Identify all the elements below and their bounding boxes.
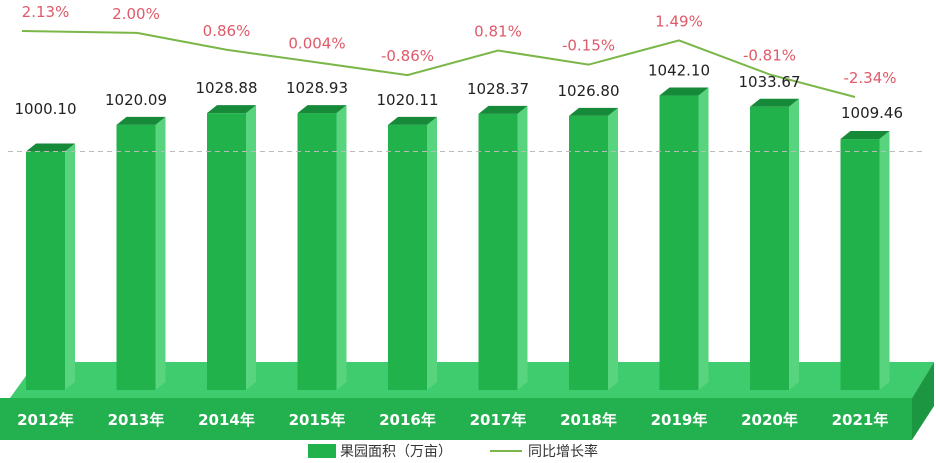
bar-front (388, 124, 427, 390)
bar-front (297, 113, 337, 391)
bar-front (840, 139, 880, 390)
bar-front (116, 124, 156, 390)
bar-value-label: 1009.46 (841, 104, 903, 122)
bar-top (659, 87, 709, 96)
growth-rate-line (21, 30, 856, 98)
growth-rate-label: 2.00% (112, 5, 160, 23)
growth-rate-label: 0.81% (474, 22, 522, 40)
legend-bar-label: 果园面积（万亩） (340, 443, 452, 460)
x-tick-label: 2015年 (289, 411, 346, 429)
bar-value-label: 1028.37 (467, 80, 529, 98)
x-tick-label: 2018年 (560, 411, 617, 429)
bar-value-label: 1042.10 (648, 62, 710, 80)
growth-rate-label: 2.13% (22, 3, 70, 21)
bar (388, 116, 437, 390)
growth-rate-label: 0.86% (203, 22, 251, 40)
bar-side (65, 143, 75, 390)
bar-front (659, 95, 699, 391)
bar-top (569, 107, 618, 116)
x-tick-label: 2017年 (470, 411, 527, 429)
growth-rate-label: 0.004% (288, 34, 345, 52)
bar-front (207, 113, 246, 390)
bar-value-label: 1028.88 (195, 79, 257, 97)
bar (478, 105, 528, 390)
legend: 果园面积（万亩） 同比增长率 (308, 443, 598, 460)
x-tick-label: 2019年 (651, 411, 708, 429)
bar-top (478, 105, 528, 114)
growth-rate-label: 1.49% (655, 12, 703, 30)
growth-rate-label: -2.34% (843, 69, 896, 87)
floor-side (912, 362, 934, 440)
bar (659, 87, 709, 391)
bar-side (155, 116, 166, 390)
growth-rate-series (21, 30, 856, 98)
bar-value-label: 1033.67 (738, 73, 800, 91)
bar-front (478, 113, 518, 390)
bar-top (26, 143, 75, 152)
growth-rate-label: -0.81% (743, 46, 796, 64)
growth-rate-labels: 2.13% 2.00% 0.86% 0.004% -0.86% 0.81% -0.15% 1.… (22, 3, 897, 87)
x-tick-label: 2014年 (198, 411, 255, 429)
bar-front (750, 106, 789, 391)
bar-side (246, 105, 256, 390)
bar-value-labels: 1000.10 1020.09 1028.88 1028.93 1020.11 1028.… (14, 62, 903, 122)
legend-line-label: 同比增长率 (528, 443, 598, 460)
x-tick-label: 2020年 (741, 411, 798, 429)
bar (569, 107, 618, 390)
legend-bar-swatch (308, 444, 336, 458)
growth-rate-label: -0.86% (381, 47, 434, 65)
bar (207, 105, 256, 390)
x-axis-tick-labels: 2012年 2013年 2014年 2015年 2016年 2017年 2018年 2019年… (17, 411, 888, 429)
floor-front (0, 398, 912, 440)
bar (116, 116, 166, 390)
bar-top (116, 116, 166, 125)
bar-value-label: 1020.09 (105, 91, 167, 109)
bar-top (207, 105, 256, 114)
bar-value-label: 1026.80 (557, 82, 619, 100)
bar (26, 143, 75, 390)
bar-front (26, 151, 65, 390)
bar (840, 131, 890, 390)
bar-side (427, 116, 437, 390)
bar-series (26, 87, 890, 391)
bar-value-label: 1020.11 (376, 91, 438, 109)
growth-rate-label: -0.15% (562, 37, 615, 55)
bar-side (698, 87, 709, 391)
bar-value-label: 1028.93 (286, 79, 348, 97)
bar-side (336, 105, 347, 391)
x-tick-label: 2021年 (832, 411, 889, 429)
bar-top (750, 98, 799, 107)
x-tick-label: 2013年 (108, 411, 165, 429)
bar (750, 98, 799, 391)
bar (297, 105, 347, 391)
bar-front (569, 115, 608, 390)
bar-side (879, 131, 890, 390)
bar-top (388, 116, 437, 125)
x-tick-label: 2012年 (17, 411, 74, 429)
x-tick-label: 2016年 (379, 411, 436, 429)
bar-value-label: 1000.10 (14, 100, 76, 118)
bar-top (297, 105, 347, 114)
bar-top (840, 131, 890, 140)
bar-side (608, 107, 618, 390)
bar-side (517, 105, 528, 390)
bar-side (789, 98, 799, 391)
